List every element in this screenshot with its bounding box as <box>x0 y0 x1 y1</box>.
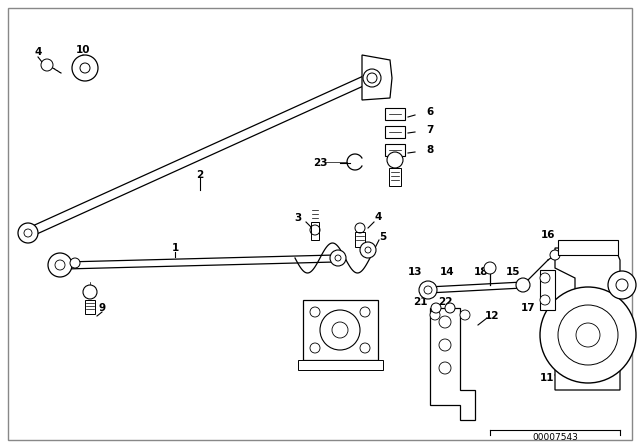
Bar <box>385 126 405 138</box>
Text: 16: 16 <box>541 230 556 240</box>
Text: 1: 1 <box>172 243 179 253</box>
Text: 20: 20 <box>335 363 349 373</box>
Text: 3: 3 <box>294 213 301 223</box>
Circle shape <box>576 323 600 347</box>
Text: 12: 12 <box>484 311 499 321</box>
Bar <box>389 168 401 186</box>
Circle shape <box>439 362 451 374</box>
Circle shape <box>41 59 53 71</box>
Circle shape <box>365 247 371 253</box>
Circle shape <box>460 310 470 320</box>
Text: 22: 22 <box>438 297 452 307</box>
Circle shape <box>439 316 451 328</box>
Circle shape <box>540 273 550 283</box>
Circle shape <box>335 255 341 261</box>
Polygon shape <box>540 270 555 310</box>
Text: 4: 4 <box>35 47 42 57</box>
Bar <box>85 300 95 314</box>
Circle shape <box>439 339 451 351</box>
Text: 11: 11 <box>540 373 554 383</box>
Circle shape <box>616 279 628 291</box>
Circle shape <box>608 271 636 299</box>
Circle shape <box>332 322 348 338</box>
Circle shape <box>330 250 346 266</box>
Circle shape <box>484 262 496 274</box>
Circle shape <box>310 343 320 353</box>
Circle shape <box>431 303 441 313</box>
Polygon shape <box>362 55 392 100</box>
Text: 19: 19 <box>603 263 617 273</box>
Circle shape <box>540 295 550 305</box>
Text: 14: 14 <box>440 267 454 277</box>
Text: 00007543: 00007543 <box>532 432 578 441</box>
Text: 13: 13 <box>408 267 422 277</box>
Circle shape <box>72 55 98 81</box>
Circle shape <box>310 307 320 317</box>
Circle shape <box>83 285 97 299</box>
Text: 7: 7 <box>426 125 434 135</box>
Text: 23: 23 <box>313 158 327 168</box>
Circle shape <box>419 281 437 299</box>
Circle shape <box>48 253 72 277</box>
Text: 2: 2 <box>196 170 204 180</box>
Text: 6: 6 <box>426 107 434 117</box>
Circle shape <box>387 152 403 168</box>
Circle shape <box>360 307 370 317</box>
Text: 17: 17 <box>521 303 535 313</box>
Circle shape <box>360 343 370 353</box>
Polygon shape <box>430 308 475 420</box>
Bar <box>385 144 405 156</box>
Circle shape <box>55 260 65 270</box>
Circle shape <box>368 74 376 82</box>
Circle shape <box>70 258 80 268</box>
Text: 18: 18 <box>474 267 488 277</box>
Circle shape <box>310 225 320 235</box>
Circle shape <box>24 229 32 237</box>
Text: 4: 4 <box>374 212 381 222</box>
Text: 10: 10 <box>76 45 90 55</box>
Text: 8: 8 <box>426 145 434 155</box>
Circle shape <box>367 73 377 83</box>
Circle shape <box>558 305 618 365</box>
Bar <box>385 108 405 120</box>
Bar <box>298 360 383 370</box>
Circle shape <box>430 310 440 320</box>
Bar <box>355 232 365 247</box>
Circle shape <box>540 287 636 383</box>
Circle shape <box>355 223 365 233</box>
Circle shape <box>363 69 381 87</box>
Text: 9: 9 <box>99 303 106 313</box>
Circle shape <box>18 223 38 243</box>
Bar <box>311 222 319 240</box>
Circle shape <box>80 63 90 73</box>
Polygon shape <box>555 248 620 390</box>
Text: 15: 15 <box>506 267 520 277</box>
Text: 5: 5 <box>380 232 387 242</box>
Circle shape <box>516 278 530 292</box>
Circle shape <box>360 242 376 258</box>
Circle shape <box>550 250 560 260</box>
Circle shape <box>445 303 455 313</box>
Circle shape <box>424 286 432 294</box>
Bar <box>558 240 618 255</box>
Bar <box>303 300 378 360</box>
Text: 21: 21 <box>413 297 428 307</box>
Circle shape <box>320 310 360 350</box>
